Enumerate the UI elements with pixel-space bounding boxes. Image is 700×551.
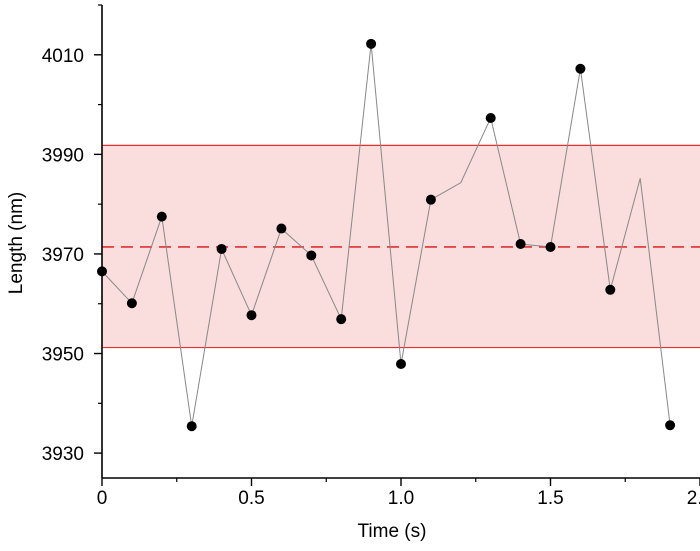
x-tick-label: 0 [97, 488, 108, 509]
data-point [425, 194, 436, 205]
y-tick-label: 3970 [42, 245, 84, 266]
data-point [575, 63, 586, 74]
y-tick-label: 3950 [42, 345, 84, 366]
x-tick-label: 0.5 [238, 488, 264, 509]
data-point [485, 113, 496, 124]
std-band-layer [102, 144, 700, 349]
y-tick-label: 3990 [42, 145, 84, 166]
x-tick-label: 2.0 [687, 488, 700, 509]
data-point [156, 211, 167, 222]
series-layer [97, 38, 676, 432]
data-point [97, 266, 107, 277]
y-tick-label: 3930 [42, 444, 84, 465]
data-point [216, 243, 227, 254]
series-line [101, 43, 671, 427]
y-tick-label: 4010 [42, 46, 84, 67]
std-band [102, 145, 700, 348]
data-point [186, 421, 197, 432]
data-point [276, 223, 287, 234]
data-point [665, 420, 676, 431]
data-point [605, 284, 616, 295]
data-point [545, 241, 556, 252]
data-point [396, 358, 406, 369]
x-axis-title: Time (s) [358, 521, 427, 542]
data-point [126, 298, 137, 309]
data-point [366, 38, 377, 49]
ticks-layer: 0 0.5 1.0 1.5 2.0 3930 3950 3970 3990 4010 [42, 4, 700, 509]
data-point [246, 310, 257, 321]
data-point [515, 238, 526, 249]
data-point [336, 314, 347, 325]
y-axis-title: Length (nm) [6, 192, 27, 294]
x-tick-label: 1.0 [388, 488, 414, 509]
x-tick-label: 1.5 [537, 488, 563, 509]
data-point [306, 250, 317, 261]
